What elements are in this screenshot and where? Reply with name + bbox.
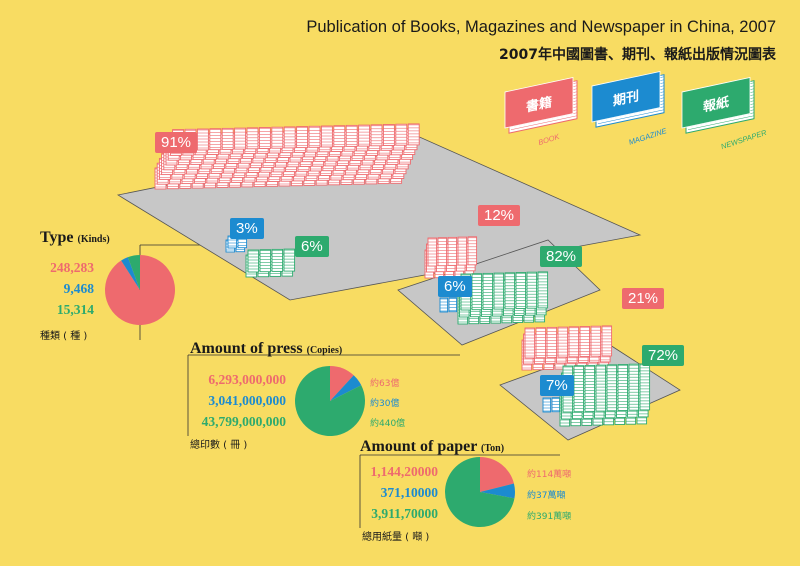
press-newspaper-note: 約440億 bbox=[370, 419, 406, 429]
press-pie-slice-newspaper bbox=[295, 366, 365, 437]
paper-newspaper-stack bbox=[559, 363, 651, 427]
legend-book-cover-text: 書籍 bbox=[526, 93, 552, 115]
paper-pie-slice-magazine bbox=[480, 483, 515, 499]
paper-book-badge: 21% bbox=[622, 288, 665, 309]
legend-book-book-icon: 書籍 bbox=[504, 77, 578, 134]
type-magazine-value: 9,468 bbox=[63, 281, 94, 296]
press-pie-slice-magazine bbox=[330, 375, 362, 401]
paper-newspaper-note: 約391萬噸 bbox=[527, 512, 572, 522]
legend-magazine-cover-text: 期刊 bbox=[613, 88, 639, 109]
legend-books: 書籍 期刊 報紙 bbox=[504, 71, 755, 134]
type-pie-slice-book bbox=[104, 255, 175, 326]
press-magazine-note: 約30億 bbox=[370, 399, 400, 409]
paper-book-stack bbox=[521, 325, 613, 371]
type-footer: 種類 ( 種 ) bbox=[40, 331, 88, 342]
press-book-stack bbox=[424, 236, 478, 279]
press-newspaper-badge: 82% bbox=[540, 246, 583, 267]
press-magazine-stack bbox=[439, 297, 458, 313]
press-newspaper-stack bbox=[457, 271, 549, 325]
press-footer: 總印數 ( 冊 ) bbox=[190, 440, 248, 451]
type-newspaper-value: 15,314 bbox=[56, 302, 94, 317]
type-pie-slice-magazine bbox=[121, 257, 140, 290]
type-book-stack bbox=[154, 123, 420, 190]
press-header: Amount of press (Copies) bbox=[190, 340, 343, 357]
paper-magazine-note: 約37萬噸 bbox=[527, 491, 566, 501]
press-newspaper-value: 43,799,000,000 bbox=[201, 414, 286, 429]
type-header: Type (Kinds) bbox=[40, 229, 110, 246]
type-magazine-stack bbox=[225, 235, 248, 253]
paper-book-value: 1,144,20000 bbox=[370, 464, 439, 479]
press-magazine-value: 3,041,000,000 bbox=[208, 393, 286, 408]
type-book-value: 248,283 bbox=[50, 260, 94, 275]
connector-lines bbox=[139, 244, 560, 528]
paper-newspaper-value: 3,911,70000 bbox=[371, 506, 438, 521]
type-magazine-badge: 3% bbox=[230, 218, 264, 239]
type-pie-slice-newspaper bbox=[127, 255, 140, 290]
pie-charts bbox=[104, 255, 515, 527]
paper-pie-slice-newspaper bbox=[444, 457, 515, 527]
press-pie-slice-book bbox=[330, 366, 354, 401]
paper-magazine-badge: 7% bbox=[540, 375, 574, 396]
press-magazine-badge: 6% bbox=[438, 276, 472, 297]
type-book-badge: 91% bbox=[155, 132, 198, 153]
paper-header: Amount of paper (Ton) bbox=[360, 438, 505, 455]
legend-newspaper-cover-text: 報紙 bbox=[703, 93, 730, 116]
paper-magazine-value: 371,10000 bbox=[380, 485, 438, 500]
paper-magazine-stack bbox=[542, 397, 561, 413]
paper-footer: 總用紙量 ( 噸 ) bbox=[362, 532, 430, 543]
title-english: Publication of Books, Magazines and News… bbox=[306, 18, 776, 36]
type-newspaper-badge: 6% bbox=[295, 236, 329, 257]
press-book-badge: 12% bbox=[478, 205, 521, 226]
title-chinese: 2007年中國圖書、期刊、報紙出版情況圖表 bbox=[499, 47, 776, 63]
type-newspaper-stack bbox=[245, 248, 296, 278]
press-book-note: 約63億 bbox=[370, 379, 400, 389]
book-stacks bbox=[154, 123, 651, 427]
paper-pie-slice-book bbox=[480, 456, 514, 492]
press-book-value: 6,293,000,000 bbox=[208, 372, 286, 387]
paper-newspaper-badge: 72% bbox=[642, 345, 685, 366]
paper-book-note: 約114萬噸 bbox=[527, 470, 572, 480]
legend-newspaper-book-icon: 報紙 bbox=[681, 77, 755, 134]
legend-magazine-book-icon: 期刊 bbox=[591, 71, 665, 128]
